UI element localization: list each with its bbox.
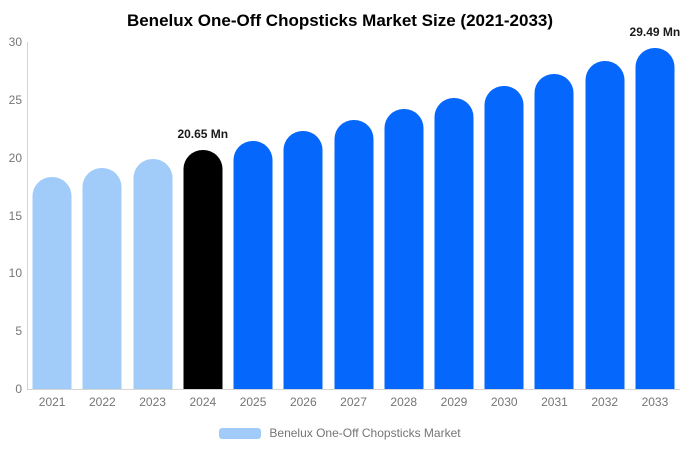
x-tick-2025: 2025: [239, 395, 267, 409]
value-label-2033: 29.49 Mn: [629, 24, 680, 39]
x-axis-tick-labels: 2021 2022 2023 2024 2025 2026 2027 2028 2029 2030…: [27, 395, 680, 409]
x-tick-2026: 2026: [289, 395, 317, 409]
bar-slot-2033: [630, 42, 680, 389]
bar-slot-2025: [228, 42, 278, 389]
x-tick-2022: 2022: [89, 395, 116, 409]
x-tick-2030: 2030: [490, 395, 518, 409]
legend-swatch-icon: [219, 427, 262, 439]
chart-title: Benelux One-Off Chopsticks Market Size (…: [126, 11, 554, 30]
bar-slot-2026: [278, 42, 328, 389]
legend-label: Benelux One-Off Chopsticks Market: [269, 426, 461, 440]
bar-slot-2021: [27, 42, 77, 389]
bar-slot-2022: [77, 42, 127, 389]
legend: Benelux One-Off Chopsticks Market: [0, 426, 680, 440]
bar-2032: [585, 61, 625, 389]
y-tick-10: 10: [8, 266, 22, 281]
bar-slot-2031: [529, 42, 579, 389]
x-tick-2031: 2031: [541, 395, 568, 409]
x-tick-2023: 2023: [139, 395, 166, 409]
x-tick-2024: 2024: [189, 395, 217, 409]
bar-slot-2024: [178, 42, 228, 389]
bar-slot-2028: [379, 42, 429, 389]
y-axis-line: [27, 42, 28, 389]
y-tick-15: 15: [8, 208, 22, 223]
x-tick-2029: 2029: [440, 395, 468, 409]
x-tick-2021: 2021: [38, 395, 66, 409]
bar-slot-2027: [328, 42, 378, 389]
y-tick-30: 30: [8, 35, 22, 49]
bar-2028: [384, 109, 424, 389]
bar-2026: [283, 130, 323, 389]
bar-2033: [635, 47, 675, 389]
bar-2025: [233, 140, 273, 389]
x-tick-2033: 2033: [641, 395, 669, 409]
x-tick-2028: 2028: [390, 395, 418, 409]
bar-2024: [183, 150, 223, 389]
bar-2021: [32, 176, 72, 389]
y-tick-0: 0: [15, 382, 22, 396]
bar-slot-2032: [580, 42, 630, 389]
bar-2030: [484, 86, 524, 389]
value-label-2024: 20.65 Mn: [177, 127, 229, 142]
y-tick-5: 5: [15, 324, 22, 339]
bar-2031: [534, 73, 574, 389]
x-tick-2027: 2027: [340, 395, 367, 409]
bar-2027: [334, 120, 374, 389]
y-tick-25: 25: [8, 92, 22, 107]
bars-container: [27, 42, 680, 389]
bar-slot-2023: [127, 42, 177, 389]
x-tick-2032: 2032: [591, 395, 619, 409]
bar-2023: [133, 159, 173, 389]
bar-slot-2030: [479, 42, 529, 389]
x-axis-line: [27, 389, 680, 390]
bar-2029: [434, 97, 474, 389]
bar-2022: [82, 168, 122, 389]
y-tick-20: 20: [8, 150, 22, 165]
bar-slot-2029: [429, 42, 479, 389]
